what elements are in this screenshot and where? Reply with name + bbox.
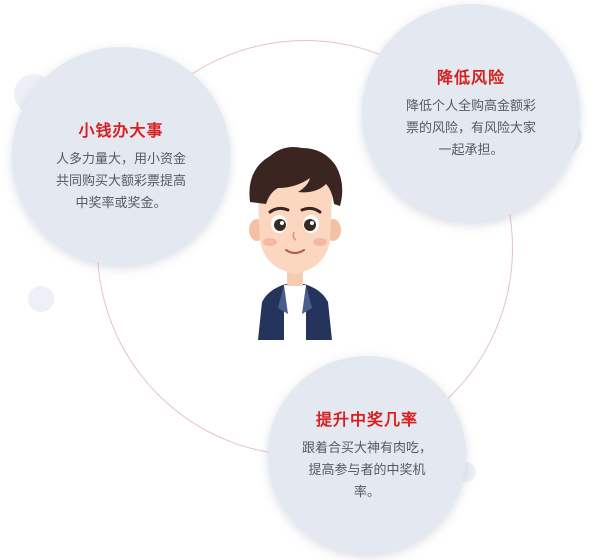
decor-dot <box>28 286 54 312</box>
feature-card-small-money: 小钱办大事 人多力量大，用小资金 共同购买大额彩票提高 中奖率或奖金。 <box>12 47 230 265</box>
cartoon-boy-avatar-icon <box>249 147 343 340</box>
feature-card-win-rate: 提升中奖几率 跟着合买大神有肉吃， 提高参与者的中奖机 率。 <box>268 356 466 554</box>
feature-desc: 跟着合买大神有肉吃， 提高参与者的中奖机 率。 <box>301 441 432 500</box>
feature-desc: 人多力量大，用小资金 共同购买大额彩票提高 中奖率或奖金。 <box>55 152 186 211</box>
feature-title: 小钱办大事 <box>78 121 164 140</box>
feature-card-reduce-risk: 降低风险 降低个人全购高金额彩 票的风险，有风险大家 一起承担。 <box>362 4 580 222</box>
feature-title: 提升中奖几率 <box>315 410 418 429</box>
feature-desc: 降低个人全购高金额彩 票的风险，有风险大家 一起承担。 <box>405 99 536 158</box>
feature-title: 降低风险 <box>436 68 505 87</box>
